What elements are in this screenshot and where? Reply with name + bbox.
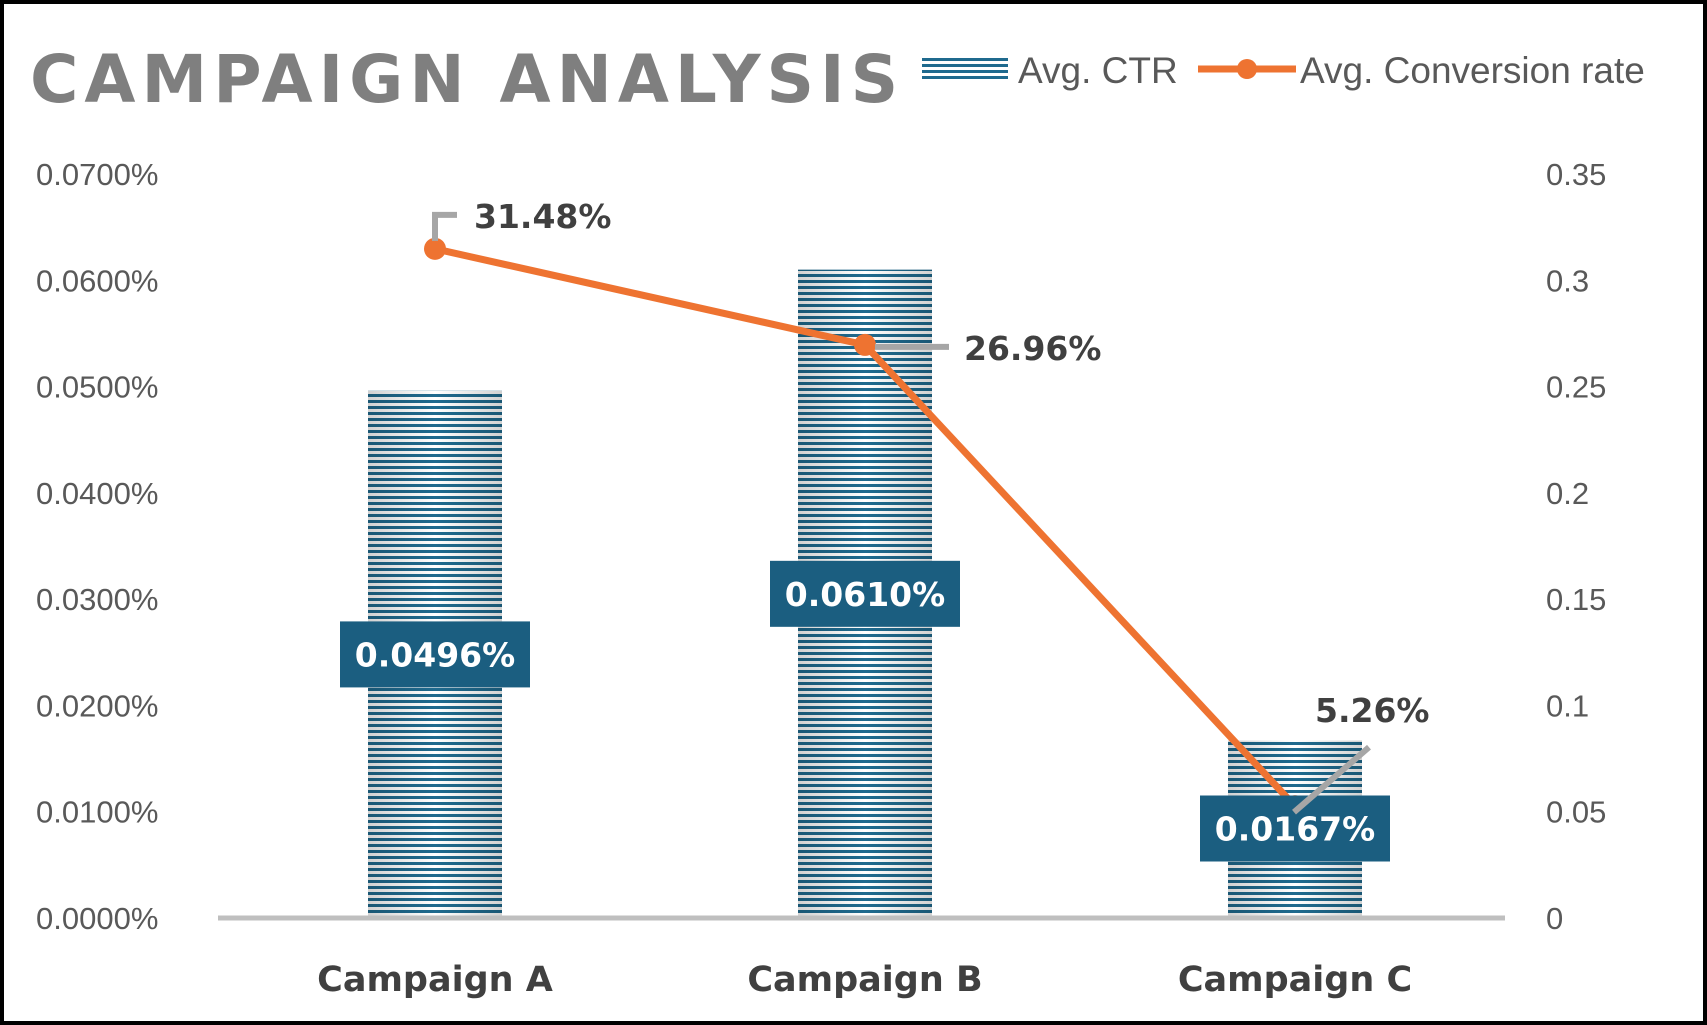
- right-axis-tick-label: 0.3: [1546, 263, 1589, 298]
- combo-chart: CAMPAIGN ANALYSIS Avg. CTR Avg. Conversi…: [30, 41, 1645, 1000]
- legend: Avg. CTR Avg. Conversion rate: [922, 50, 1645, 91]
- right-y-axis: 0 0.05 0.1 0.15 0.2 0.25 0.3 0.35: [1546, 157, 1606, 936]
- left-axis-tick-label: 0.0200%: [36, 688, 158, 723]
- left-axis-tick-label: 0.0100%: [36, 795, 158, 830]
- left-axis-tick-label: 0.0400%: [36, 476, 158, 511]
- legend-label-avg-ctr: Avg. CTR: [1018, 50, 1178, 91]
- right-axis-tick-label: 0.05: [1546, 795, 1606, 830]
- x-axis-category-label: Campaign B: [747, 960, 982, 1000]
- line-data-label-text: 26.96%: [964, 329, 1101, 368]
- bar-data-label: 0.0610%: [770, 560, 960, 627]
- left-axis-tick-label: 0.0000%: [36, 901, 158, 936]
- bar-data-labels: 0.0496% 0.0610% 0.0167%: [340, 560, 1390, 862]
- x-axis-categories: Campaign A Campaign B Campaign C: [317, 960, 1412, 1000]
- right-axis-tick-label: 0.25: [1546, 370, 1606, 405]
- bar-data-label-text: 0.0167%: [1215, 810, 1375, 849]
- right-axis-tick-label: 0.1: [1546, 688, 1589, 723]
- right-axis-tick-label: 0.35: [1546, 157, 1606, 192]
- line-data-label: 31.48%: [432, 197, 611, 241]
- leader-line: [1292, 744, 1371, 815]
- line-data-label: 26.96%: [875, 329, 1101, 368]
- line-data-label: 5.26%: [1292, 691, 1430, 815]
- bar-data-label: 0.0167%: [1200, 795, 1390, 862]
- left-y-axis: 0.0000% 0.0100% 0.0200% 0.0300% 0.0400% 0.050…: [36, 157, 158, 936]
- conversion-rate-marker: [854, 333, 876, 356]
- chart-title: CAMPAIGN ANALYSIS: [30, 41, 904, 118]
- bar-data-label: 0.0496%: [340, 621, 530, 688]
- bar-data-label-box: [340, 621, 530, 688]
- left-axis-tick-label: 0.0300%: [36, 582, 158, 617]
- x-axis-category-label: Campaign C: [1178, 960, 1412, 1000]
- line-data-label-text: 5.26%: [1315, 691, 1430, 730]
- bar-data-label-box: [770, 560, 960, 627]
- legend-marker-avg-conversion-rate: [1237, 59, 1257, 79]
- right-axis-tick-label: 0.15: [1546, 582, 1606, 617]
- bar-data-label-box: [1200, 795, 1390, 862]
- right-axis-tick-label: 0.2: [1546, 476, 1589, 511]
- x-axis-category-label: Campaign A: [317, 960, 553, 1000]
- conversion-rate-marker: [424, 237, 446, 260]
- line-data-label-text: 31.48%: [474, 197, 611, 236]
- legend-swatch-avg-ctr: [922, 56, 1008, 80]
- bar-data-label-text: 0.0496%: [355, 635, 515, 674]
- legend-label-avg-conversion-rate: Avg. Conversion rate: [1300, 50, 1645, 91]
- right-axis-tick-label: 0: [1546, 901, 1563, 936]
- leader-line: [432, 211, 457, 241]
- line-data-labels: 31.48% 26.96% 5.26%: [432, 197, 1430, 815]
- left-axis-tick-label: 0.0700%: [36, 157, 158, 192]
- left-axis-tick-label: 0.0500%: [36, 370, 158, 405]
- left-axis-tick-label: 0.0600%: [36, 263, 158, 298]
- bar-data-label-text: 0.0610%: [785, 575, 945, 614]
